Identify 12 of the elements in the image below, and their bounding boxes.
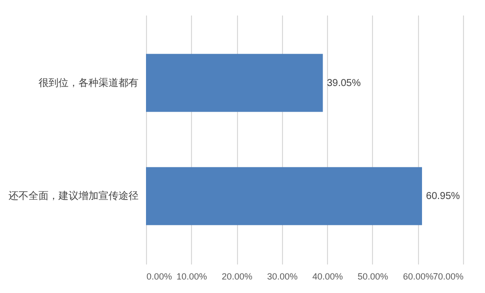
x-tick-label: 40.00% [312, 272, 343, 282]
data-label: 60.95% [426, 191, 460, 202]
x-tick-label: 0.00% [146, 272, 172, 282]
data-label: 39.05% [326, 78, 361, 89]
y-tick-label: 很到位，各种渠道都有 [38, 76, 138, 89]
x-tick-label: 10.00% [176, 272, 208, 282]
x-tick-label: 30.00% [267, 272, 298, 282]
y-tick-label: 还不全面，建议增加宣传途径 [8, 190, 138, 202]
x-tick-label: 70.00% [432, 272, 464, 282]
x-tick-label: 50.00% [358, 272, 388, 282]
x-tick-label: 20.00% [222, 272, 252, 282]
x-tick-label: 60.00% [402, 272, 434, 282]
